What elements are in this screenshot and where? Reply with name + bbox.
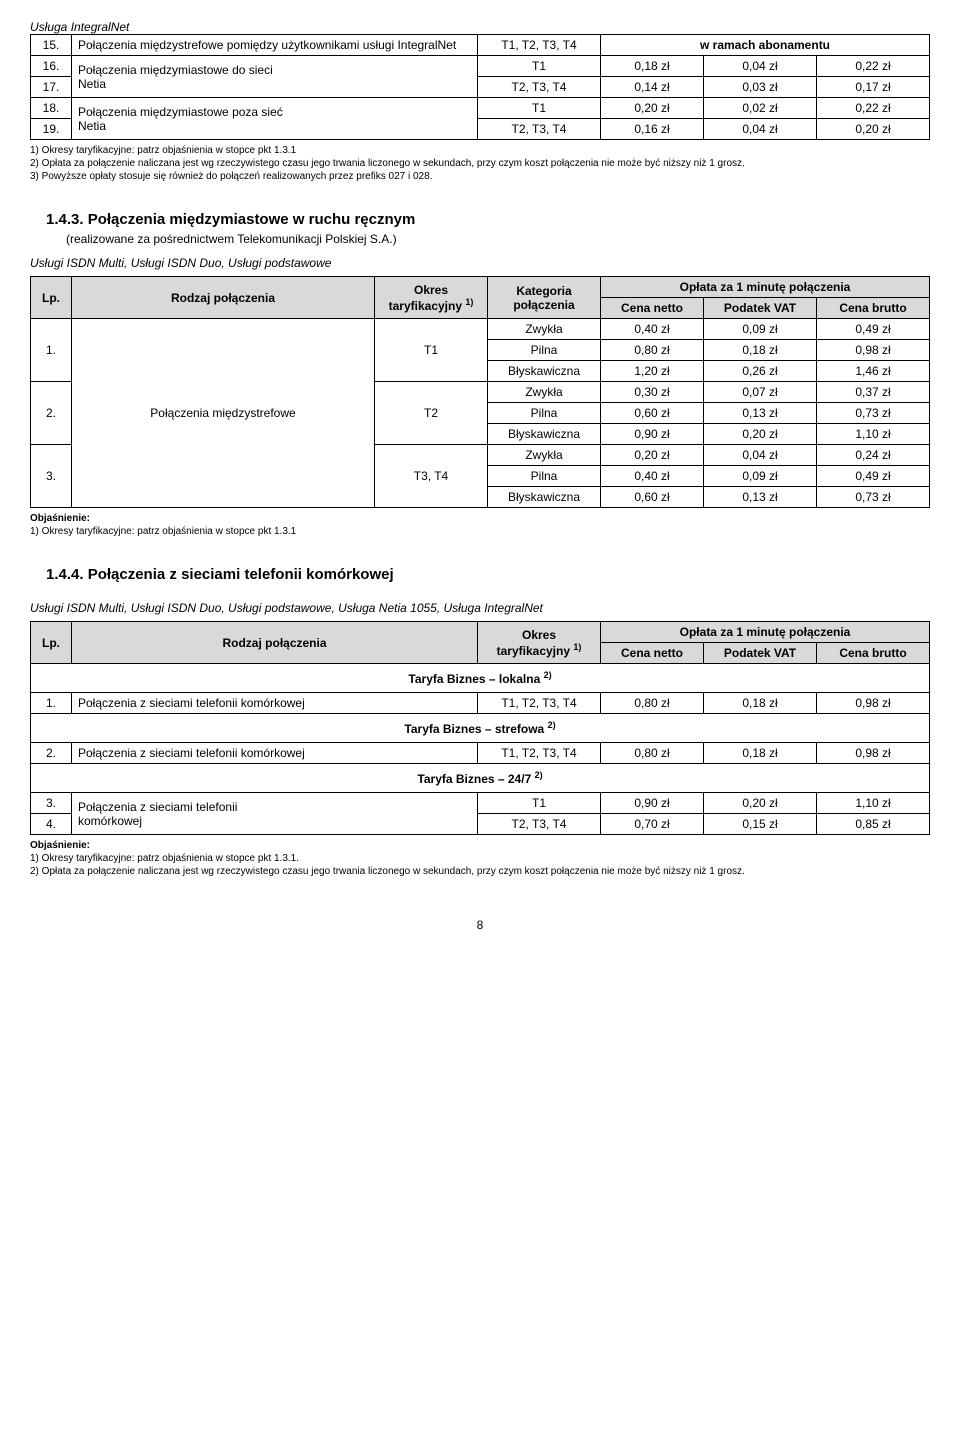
h144-lp: Lp. — [31, 622, 72, 664]
section-144-title: 1.4.4. Połączenia z sieciami telefonii k… — [46, 566, 930, 583]
t1-r2-vat: 0,03 zł — [704, 77, 817, 98]
t1-r4-n: 19. — [31, 119, 72, 140]
t1-r2-n: 17. — [31, 77, 72, 98]
t1-r0-desc: Połączenia międzystrefowe pomiędzy użytk… — [72, 35, 478, 56]
t1-r4-period: T2, T3, T4 — [478, 119, 601, 140]
t1-r0-span: w ramach abonamentu — [601, 35, 930, 56]
t1-r3-period: T1 — [478, 98, 601, 119]
h144-okres: Okrestaryfikacyjny 1) — [478, 622, 601, 664]
h-okres: Okrestaryfikacyjny 1) — [375, 277, 488, 319]
r143-n2: 2. — [31, 382, 72, 445]
h144-vat: Podatek VAT — [704, 643, 817, 664]
r143-t3: T3, T4 — [375, 445, 488, 508]
t1-r2-net: 0,14 zł — [601, 77, 704, 98]
t1-desc-1819: Połączenia międzymiastowe poza siećNetia — [72, 98, 478, 140]
t1-r1-net: 0,18 zł — [601, 56, 704, 77]
h144-oplata: Opłata za 1 minutę połączenia — [601, 622, 930, 643]
t1-r0-n: 15. — [31, 35, 72, 56]
tariff-2-name: Taryfa Biznes – 24/7 2) — [31, 764, 930, 793]
t1-r1-n: 16. — [31, 56, 72, 77]
t1-r0-period: T1, T2, T3, T4 — [478, 35, 601, 56]
page-number: 8 — [30, 918, 930, 932]
h-gross: Cena brutto — [817, 298, 930, 319]
t1-r3-net: 0,20 zł — [601, 98, 704, 119]
h144-net: Cena netto — [601, 643, 704, 664]
h-lp: Lp. — [31, 277, 72, 319]
t1-r1-gross: 0,22 zł — [817, 56, 930, 77]
r143-n1: 1. — [31, 319, 72, 382]
h-rodzaj: Rodzaj połączenia — [72, 277, 375, 319]
r143-t2: T2 — [375, 382, 488, 445]
r143-groupdesc: Połączenia międzystrefowe — [72, 319, 375, 508]
h144-rodzaj: Rodzaj połączenia — [72, 622, 478, 664]
table-144: Lp. Rodzaj połączenia Okrestaryfikacyjny… — [30, 621, 930, 835]
t1-r1-period: T1 — [478, 56, 601, 77]
table-143: Lp. Rodzaj połączenia Okrestaryfikacyjny… — [30, 276, 930, 508]
section-143-title: 1.4.3. Połączenia międzymiastowe w ruchu… — [46, 211, 930, 228]
footnotes-143: Objaśnienie: 1) Okresy taryfikacyjne: pa… — [30, 512, 930, 538]
t1-r2-period: T2, T3, T4 — [478, 77, 601, 98]
t1-r4-net: 0,16 zł — [601, 119, 704, 140]
t1-desc-1617: Połączenia międzymiastowe do sieciNetia — [72, 56, 478, 98]
section-144-service: Usługi ISDN Multi, Usługi ISDN Duo, Usłu… — [30, 601, 930, 615]
r143-n3: 3. — [31, 445, 72, 508]
t1-r3-gross: 0,22 zł — [817, 98, 930, 119]
tariff-1-name: Taryfa Biznes – strefowa 2) — [31, 714, 930, 743]
t1-r4-gross: 0,20 zł — [817, 119, 930, 140]
t1-r3-vat: 0,02 zł — [704, 98, 817, 119]
h144-gross: Cena brutto — [817, 643, 930, 664]
section-143-service: Usługi ISDN Multi, Usługi ISDN Duo, Usłu… — [30, 256, 930, 270]
tariff2-desc: Połączenia z sieciami telefoniikomórkowe… — [72, 793, 478, 835]
h-kat: Kategoriapołączenia — [488, 277, 601, 319]
table-1: 15. Połączenia międzystrefowe pomiędzy u… — [30, 34, 930, 140]
t1-r3-n: 18. — [31, 98, 72, 119]
t1-r1-vat: 0,04 zł — [704, 56, 817, 77]
t1-r4-vat: 0,04 zł — [704, 119, 817, 140]
h-net: Cena netto — [601, 298, 704, 319]
section-143-sub: (realizowane za pośrednictwem Telekomuni… — [66, 232, 930, 246]
h-oplata: Opłata za 1 minutę połączenia — [601, 277, 930, 298]
t1-r2-gross: 0,17 zł — [817, 77, 930, 98]
service-line-1: Usługa IntegralNet — [30, 20, 930, 34]
footnotes-144: Objaśnienie: 1) Okresy taryfikacyjne: pa… — [30, 839, 930, 878]
r143-t1: T1 — [375, 319, 488, 382]
t1-footnotes: 1) Okresy taryfikacyjne: patrz objaśnien… — [30, 144, 930, 183]
h-vat: Podatek VAT — [704, 298, 817, 319]
tariff-0-name: Taryfa Biznes – lokalna 2) — [31, 664, 930, 693]
